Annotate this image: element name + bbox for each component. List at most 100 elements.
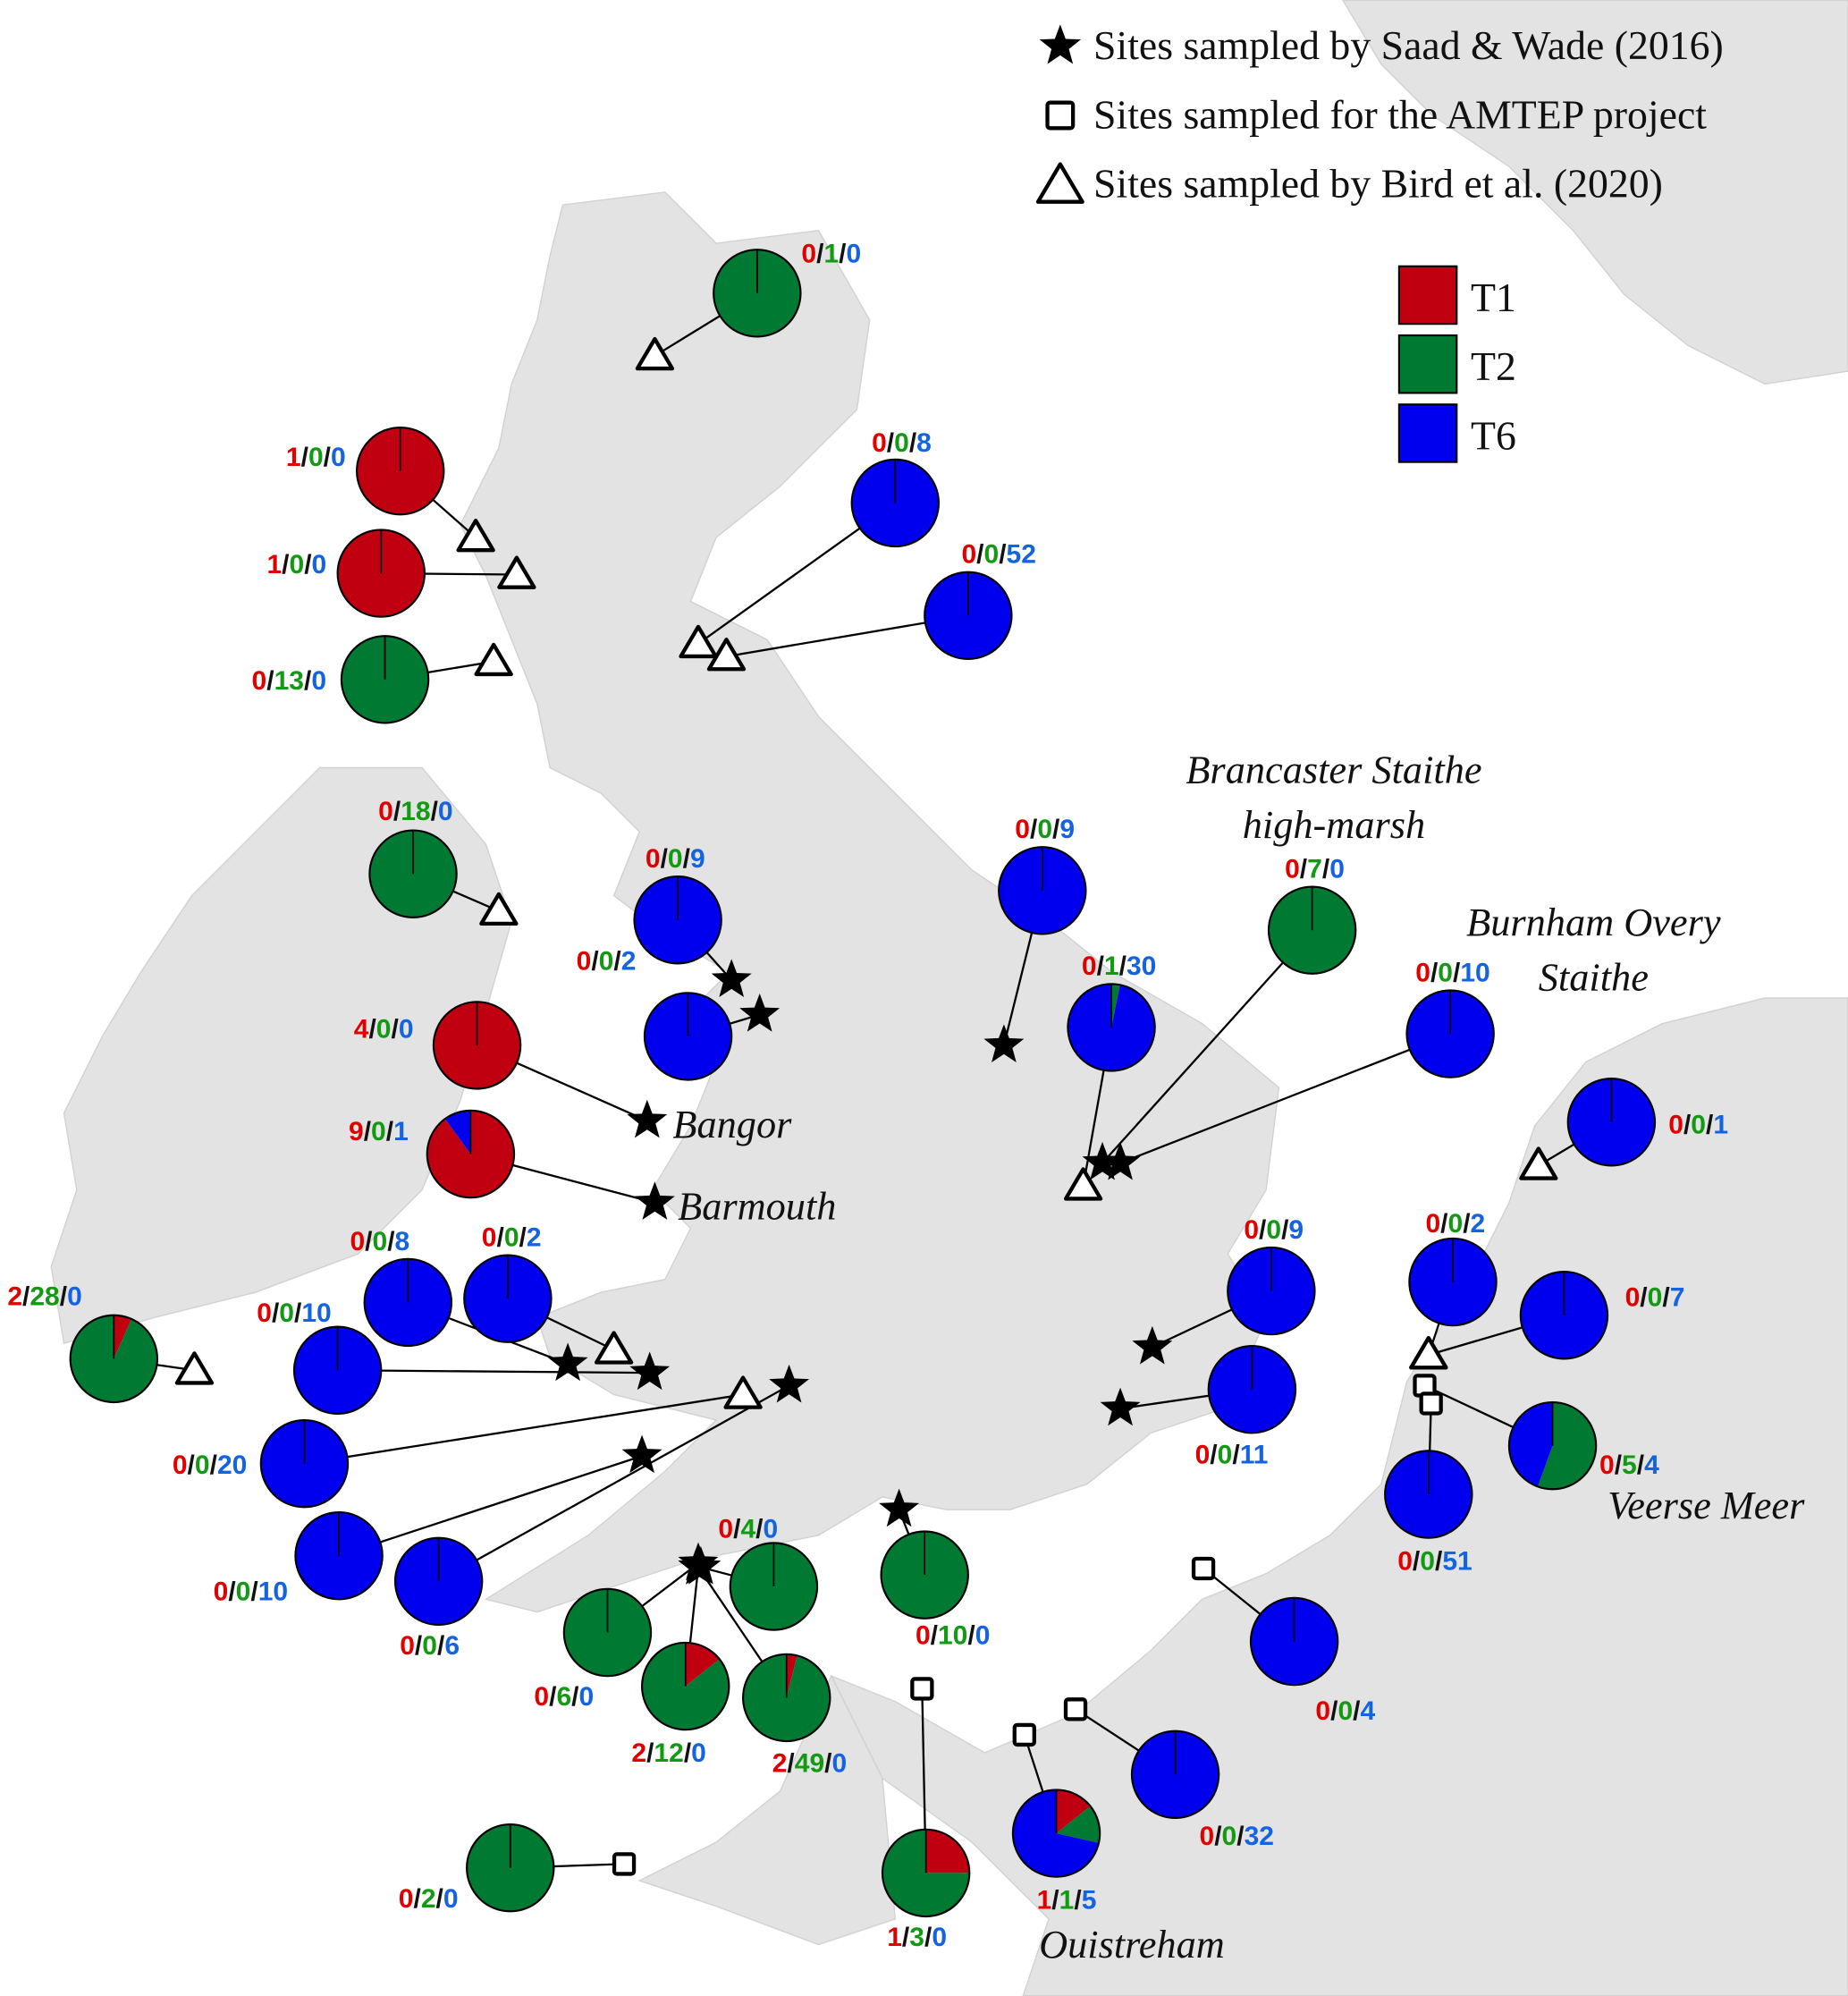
count-label: 0/0/7	[1625, 1283, 1685, 1313]
site-pie	[1405, 989, 1495, 1078]
pie-slice-t1	[114, 1315, 132, 1359]
brittany	[637, 1674, 897, 1946]
count-t6: 5	[1082, 1885, 1097, 1915]
star-marker	[629, 1351, 671, 1391]
count-t6: 0	[331, 443, 346, 472]
site-pie	[1408, 1237, 1498, 1327]
count-t2: 13	[274, 666, 304, 696]
count-label: 0/0/2	[482, 1223, 542, 1253]
count-t2: 0	[1337, 1696, 1353, 1726]
count-label: 0/0/6	[400, 1631, 460, 1661]
count-t2: 5	[1622, 1450, 1637, 1480]
count-t6: 0	[975, 1620, 991, 1650]
site-pie	[880, 1530, 969, 1620]
site-pie	[641, 1641, 730, 1731]
count-t1: 1	[887, 1923, 902, 1952]
connector-line	[1119, 1032, 1451, 1164]
place-label: Barmouth	[678, 1183, 836, 1228]
count-label: 0/0/9	[646, 844, 705, 874]
site-pie	[1067, 983, 1156, 1072]
connector-line	[438, 1384, 790, 1583]
pie-slice-t6	[464, 1255, 552, 1342]
count-label: 0/5/4	[1599, 1450, 1659, 1480]
count-label: 1/0/0	[286, 443, 346, 472]
triangle-marker	[723, 1375, 763, 1409]
count-label: 0/0/9	[1244, 1215, 1304, 1245]
count-t1: 0	[482, 1223, 497, 1253]
count-label: 0/1/0	[801, 239, 861, 268]
triangle-marker	[706, 638, 747, 672]
site-markers	[174, 336, 1558, 1876]
count-t2: 0	[371, 1117, 386, 1146]
count-label: 0/0/32	[1200, 1822, 1274, 1851]
count-t6: 4	[1361, 1696, 1376, 1726]
site-pie	[850, 458, 941, 548]
count-t1: 4	[354, 1014, 369, 1044]
count-t6: 0	[1329, 855, 1345, 884]
pie-slice-t1	[925, 1829, 970, 1873]
legend-label-square: Sites sampled for the AMTEP project	[1093, 91, 1707, 137]
pie-slice-t6	[444, 1110, 471, 1154]
count-t2: 0	[290, 550, 305, 579]
triangle-marker	[1409, 1336, 1448, 1370]
count-label: 0/2/0	[399, 1884, 459, 1914]
count-t2: 0	[1266, 1215, 1281, 1245]
count-label: 1/3/0	[887, 1923, 947, 1952]
count-label: 0/1/30	[1082, 951, 1156, 981]
place-label: high-marsh	[1243, 802, 1425, 847]
square-marker	[910, 1677, 934, 1701]
count-label: 4/0/0	[354, 1014, 414, 1044]
count-t6: 51	[1442, 1546, 1472, 1576]
count-t6: 0	[691, 1738, 706, 1768]
scandinavia	[1341, 0, 1848, 385]
count-t2: 0	[372, 1227, 387, 1256]
count-t1: 0	[1285, 855, 1300, 884]
pie-slice-t1	[685, 1642, 720, 1687]
count-label: 2/12/0	[631, 1738, 705, 1768]
site-pie	[633, 875, 722, 965]
pie-slice-t6	[644, 993, 732, 1080]
count-t1: 0	[1668, 1111, 1683, 1140]
count-t2: 0	[236, 1577, 251, 1607]
star-marker	[1100, 1387, 1141, 1426]
site-pie	[643, 992, 733, 1081]
count-label: 0/0/4	[1315, 1696, 1375, 1726]
count-t2: 0	[668, 844, 683, 874]
site-pie	[924, 571, 1013, 661]
count-t1: 0	[214, 1577, 229, 1607]
count-t2: 6	[556, 1682, 571, 1712]
count-t6: 2	[527, 1223, 542, 1253]
triangle-marker	[594, 1331, 634, 1365]
count-t2: 1	[1059, 1885, 1075, 1915]
count-t1: 1	[266, 550, 282, 579]
triangle-marker	[456, 519, 495, 553]
count-t6: 8	[395, 1227, 410, 1256]
legend-triangle-icon	[1035, 162, 1084, 204]
count-t1: 0	[1415, 958, 1430, 987]
count-t2: 12	[654, 1738, 683, 1768]
count-t6: 0	[438, 797, 453, 826]
count-t1: 1	[286, 443, 301, 472]
count-t2: 49	[795, 1748, 824, 1778]
legend-label-star: Sites sampled by Saad & Wade (2016)	[1093, 22, 1724, 68]
count-t2: 0	[504, 1223, 519, 1253]
place-label: Staithe	[1539, 954, 1649, 999]
triangle-marker	[174, 1351, 215, 1385]
continental-europe	[830, 997, 1848, 1996]
count-t2: 18	[401, 797, 430, 826]
site-pie	[356, 426, 445, 516]
count-t1: 2	[7, 1281, 22, 1311]
count-t2: 0	[195, 1450, 210, 1480]
place-label: Bangor	[672, 1102, 792, 1146]
count-t6: 10	[258, 1577, 288, 1607]
count-t1: 0	[534, 1682, 549, 1712]
count-t1: 0	[577, 947, 592, 977]
pie-outline	[1566, 1078, 1657, 1167]
count-label: 0/0/20	[173, 1450, 247, 1480]
star-marker	[739, 993, 781, 1032]
legend-swatch-t6	[1397, 403, 1458, 463]
count-label: 0/0/2	[577, 947, 637, 977]
pie-slice-t2	[1111, 984, 1120, 1028]
site-pie	[69, 1314, 159, 1404]
count-t2: 0	[1648, 1283, 1663, 1313]
